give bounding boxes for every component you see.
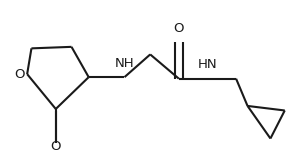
Text: O: O [14,68,24,81]
Text: O: O [51,140,61,153]
Text: HN: HN [198,58,217,71]
Text: NH: NH [115,57,134,70]
Text: O: O [174,22,184,35]
